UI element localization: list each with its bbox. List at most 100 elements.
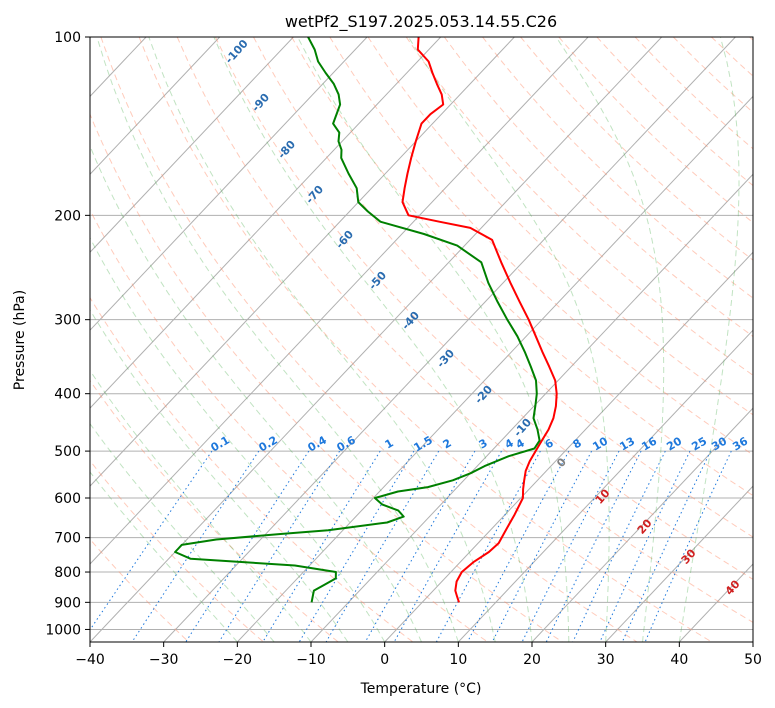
chart-title: wetPf2_S197.2025.053.14.55.C26 bbox=[285, 12, 557, 32]
temperature-profile-line bbox=[401, 37, 558, 603]
isotherm-line bbox=[90, 37, 368, 331]
x-tick-label: 40 bbox=[670, 652, 688, 668]
x-tick-label: 20 bbox=[523, 652, 541, 668]
dry-adiabat bbox=[176, 37, 753, 623]
isotherm-label: -60 bbox=[333, 228, 356, 252]
plot-frame bbox=[89, 36, 754, 643]
mixing-ratio-line bbox=[572, 450, 666, 642]
dry-adiabat bbox=[711, 37, 753, 77]
isotherm-line bbox=[90, 37, 515, 487]
y-tick-label: 800 bbox=[54, 565, 81, 581]
y-tick-label: 900 bbox=[54, 595, 81, 611]
isotherm-label: -50 bbox=[366, 269, 389, 293]
dry-adiabat bbox=[90, 112, 563, 642]
moist-adiabat bbox=[96, 37, 459, 642]
isotherm-line bbox=[90, 37, 663, 642]
dry-adiabat bbox=[291, 37, 753, 497]
dry-adiabat bbox=[90, 208, 488, 642]
dry-adiabat bbox=[90, 379, 339, 642]
y-tick-label: 100 bbox=[54, 30, 81, 46]
isotherm-label: -100 bbox=[223, 37, 251, 66]
mixing-ratio-label: 8 bbox=[571, 436, 584, 451]
moist-adiabat bbox=[90, 369, 312, 642]
isotherm-label: 40 bbox=[723, 577, 743, 597]
dry-adiabat bbox=[405, 37, 753, 376]
mixing-ratio-label: 25 bbox=[689, 435, 709, 454]
y-tick-label: 700 bbox=[54, 531, 81, 547]
moist-adiabat bbox=[407, 37, 610, 642]
moist-adiabat bbox=[90, 308, 349, 642]
x-tick-label: 10 bbox=[449, 652, 467, 668]
isotherm-label: 20 bbox=[635, 516, 655, 536]
moist-adiabat bbox=[90, 422, 275, 642]
y-tick-label: 300 bbox=[54, 313, 81, 329]
grid-layer bbox=[0, 37, 753, 642]
isotherm-line bbox=[531, 407, 753, 642]
y-tick-label: 500 bbox=[54, 444, 81, 460]
dewpoint-profile-line bbox=[174, 37, 541, 603]
y-axis-label: Pressure (hPa) bbox=[12, 290, 28, 390]
dry-adiabat bbox=[558, 37, 753, 224]
moist-adiabat bbox=[678, 37, 740, 642]
mixing-ratio-line bbox=[545, 450, 642, 642]
profile-layer bbox=[174, 37, 558, 603]
isotherm-line bbox=[236, 95, 753, 642]
dry-adiabat bbox=[214, 37, 753, 580]
dry-adiabat bbox=[634, 37, 753, 150]
mixing-ratio-line bbox=[90, 450, 213, 631]
isotherm-line bbox=[310, 173, 753, 642]
dry-adiabat bbox=[90, 459, 264, 642]
moist-adiabat bbox=[555, 37, 665, 642]
mixing-ratio-line bbox=[185, 450, 310, 642]
isotherm-line bbox=[90, 37, 294, 253]
isotherm-label: -90 bbox=[249, 91, 272, 115]
y-tick-label: 1000 bbox=[45, 622, 81, 638]
moist-adiabat bbox=[90, 236, 386, 642]
mixing-ratio-line bbox=[621, 450, 711, 642]
isotherm-line bbox=[605, 485, 753, 642]
isotherm-line bbox=[163, 37, 736, 642]
x-tick-label: −40 bbox=[75, 652, 105, 668]
isotherm-line bbox=[90, 37, 442, 409]
mixing-ratio-label: 6 bbox=[543, 436, 556, 451]
isotherm-label: 30 bbox=[679, 546, 699, 566]
isotherm-line bbox=[752, 641, 753, 642]
x-tick-label: −10 bbox=[296, 652, 326, 668]
isopleth-label-layer: 0.1 0.2 0.4 0.6 1 1.5 2 3 44 6 8 10 13 16 20 25 30 36-100… bbox=[209, 37, 751, 598]
axis-layer: −40 −30 −20 −10 0 10 20 30 40 5010020030040050060… bbox=[45, 30, 762, 668]
mixing-ratio-label: 1 bbox=[383, 436, 396, 451]
isotherm-line bbox=[384, 251, 753, 642]
isotherm-label: 0 bbox=[554, 455, 569, 470]
dry-adiabat bbox=[253, 37, 753, 538]
mixing-ratio-line bbox=[521, 450, 620, 642]
x-tick-label: −30 bbox=[149, 652, 179, 668]
mixing-ratio-line bbox=[131, 450, 260, 642]
y-tick-label: 600 bbox=[54, 491, 81, 507]
mixing-ratio-line bbox=[325, 450, 440, 642]
dry-adiabat bbox=[482, 37, 753, 299]
isotherm-label: -80 bbox=[275, 138, 298, 162]
x-tick-label: 30 bbox=[597, 652, 615, 668]
dry-adiabat bbox=[367, 37, 753, 416]
x-tick-label: −20 bbox=[223, 652, 253, 668]
moist-adiabat bbox=[213, 37, 533, 642]
isotherm-label: -10 bbox=[511, 416, 534, 440]
mixing-ratio-label: 10 bbox=[590, 434, 610, 453]
moist-adiabat bbox=[148, 37, 496, 642]
isotherm-line bbox=[0, 37, 72, 642]
moist-adiabat bbox=[297, 37, 570, 642]
isotherm-label: -20 bbox=[472, 383, 495, 407]
moist-adiabat bbox=[90, 144, 422, 642]
mixing-ratio-line bbox=[599, 450, 691, 642]
x-axis-label: Temperature (°C) bbox=[360, 681, 482, 697]
dry-adiabat bbox=[520, 37, 753, 261]
mixing-ratio-label: 2 bbox=[441, 436, 454, 451]
isotherm-line bbox=[457, 329, 753, 642]
dry-adiabat bbox=[443, 37, 753, 338]
mixing-ratio-line bbox=[393, 450, 502, 642]
mixing-ratio-label: 16 bbox=[639, 434, 659, 453]
mixing-ratio-line bbox=[218, 450, 341, 642]
mixing-ratio-line bbox=[262, 450, 381, 642]
x-tick-label: 50 bbox=[744, 652, 762, 668]
